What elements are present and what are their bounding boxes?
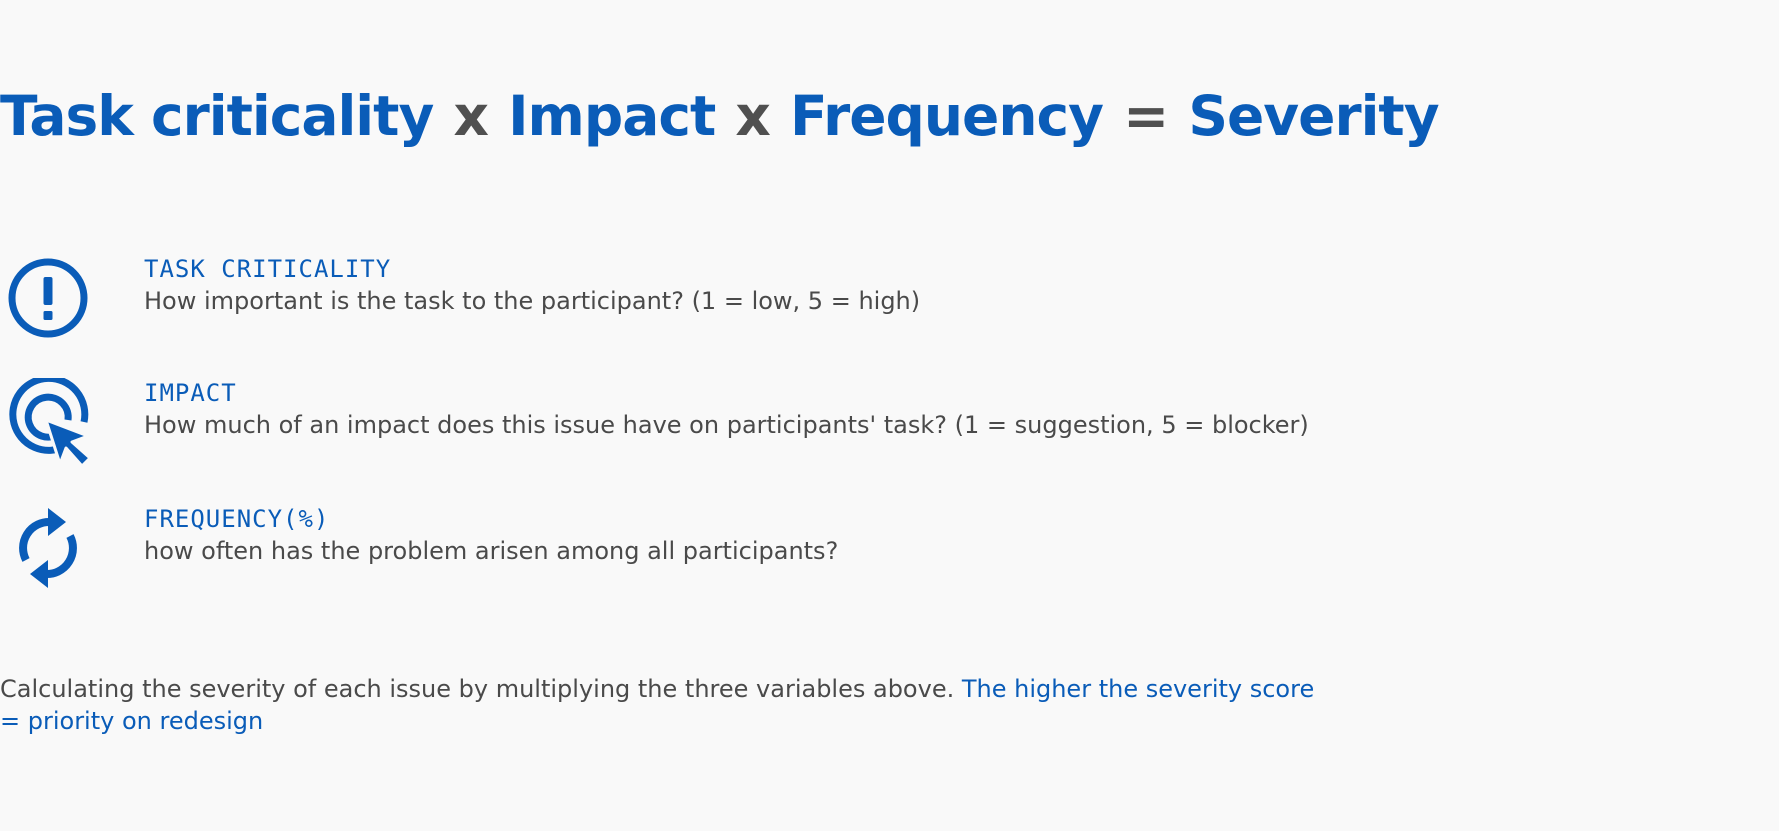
factor-impact: IMPACT How much of an impact does this i… [0, 378, 1400, 488]
severity-explanation-text: Calculating the severity of each issue b… [0, 675, 962, 703]
factor-label: TASK CRITICALITY [144, 255, 392, 283]
formula-multiply-operator: x [453, 84, 488, 148]
severity-priority-highlight: The higher the severity score = priority… [0, 675, 1315, 735]
factor-description: How important is the task to the partici… [144, 287, 921, 315]
formula-equals-operator: = [1123, 84, 1169, 148]
severity-formula-heading: Task criticality x Impact x Frequency = … [0, 76, 1440, 156]
cursor-click-target-icon [4, 378, 92, 466]
formula-term-impact: Impact [508, 84, 716, 148]
formula-result-severity: Severity [1188, 84, 1439, 148]
exclamation-circle-icon [4, 254, 92, 342]
factor-label: IMPACT [144, 379, 237, 407]
factor-task-criticality: TASK CRITICALITY How important is the ta… [0, 254, 1400, 364]
formula-term-frequency: Frequency [790, 84, 1104, 148]
factor-description: how often has the problem arisen among a… [144, 537, 839, 565]
formula-term-task-criticality: Task criticality [0, 84, 434, 148]
factor-label: FREQUENCY(%) [144, 505, 330, 533]
severity-explanation: Calculating the severity of each issue b… [0, 673, 1320, 737]
refresh-cycle-icon [4, 504, 92, 592]
factor-frequency: FREQUENCY(%) how often has the problem a… [0, 504, 1400, 614]
formula-multiply-operator: x [735, 84, 770, 148]
factor-description: How much of an impact does this issue ha… [144, 411, 1309, 439]
